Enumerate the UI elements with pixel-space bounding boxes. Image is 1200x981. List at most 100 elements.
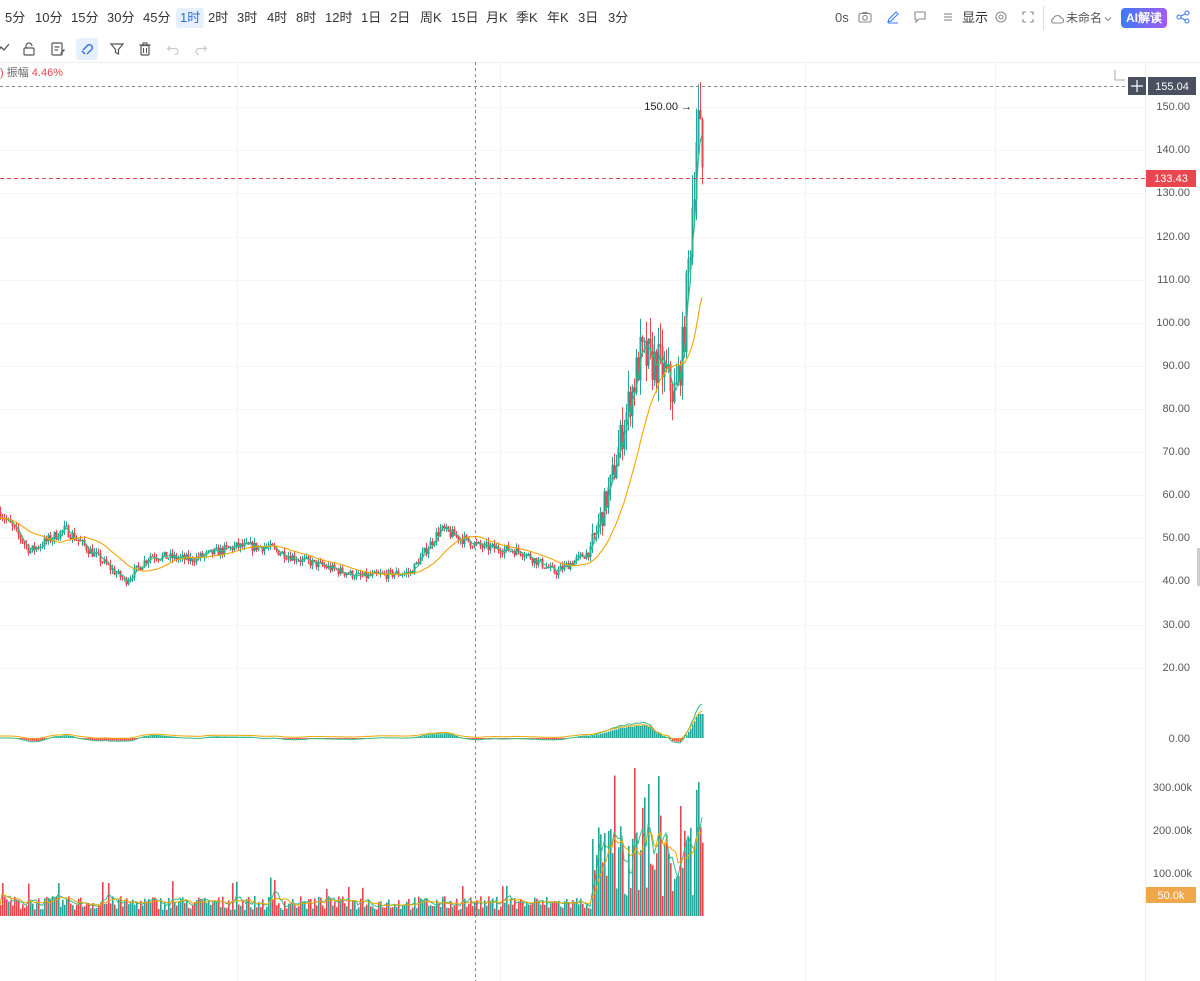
macd-bar [536,738,538,740]
timeframe-45m[interactable]: 45分 [143,10,171,25]
settings-gear-icon[interactable] [994,10,1008,30]
volume-bar [162,909,164,916]
indicator-icon[interactable] [0,38,14,60]
volume-bar [524,906,526,916]
macd-bar [636,725,638,738]
lock-icon[interactable] [18,38,40,60]
candle-body [223,545,226,555]
layout-name[interactable]: 未命名 [1066,11,1103,25]
candle-body [449,531,452,538]
macd-bar [248,737,250,738]
timeframe-quarter[interactable]: 季K [516,10,538,25]
chevron-down-icon[interactable] [1103,10,1113,30]
magnet-icon[interactable] [76,38,98,60]
timeframe-2d[interactable]: 2日 [390,10,411,25]
price-tick: 110.00 [1157,274,1190,286]
fullscreen-icon[interactable] [1021,10,1035,30]
candle-body [697,110,700,143]
timeframe-1h[interactable]: 1时 [176,8,205,28]
candle-body [495,546,498,549]
macd-bar [352,738,354,740]
timeframe-2h[interactable]: 2时 [208,10,229,25]
macd-bar [432,734,434,738]
timeframe-month[interactable]: 月K [486,10,508,25]
macd-bar [212,737,214,738]
timeframe-8h[interactable]: 8时 [296,10,317,25]
macd-bar [124,738,126,741]
candle-body [219,547,222,556]
candle-body [611,464,614,476]
volume-bar [96,907,98,916]
timeframe-1d[interactable]: 1日 [361,10,382,25]
timeframe-5m[interactable]: 5分 [5,10,26,25]
macd-bar [566,738,568,739]
macd-bar [356,738,358,739]
volume-bar [122,906,124,916]
candle-body [509,550,512,552]
volume-bar [44,898,46,916]
candle-body [593,533,596,535]
timeframe-3h[interactable]: 3时 [237,10,258,25]
timeframe-3d[interactable]: 3日 [578,10,599,25]
edit-list-icon[interactable] [47,38,69,60]
candle-body [73,532,76,540]
ai-interpret-button[interactable]: AI解读 [1121,8,1167,28]
candle-body [229,546,232,548]
timeframe-3m[interactable]: 3分 [608,10,629,25]
candle-body [67,525,70,538]
trash-icon[interactable] [134,38,156,60]
timeframe-15m[interactable]: 15分 [71,10,99,25]
macd-bar [434,734,436,738]
timeframe-10m[interactable]: 10分 [35,10,63,25]
candle-body [265,546,268,548]
filter-icon[interactable] [106,38,128,60]
volume-bar [42,909,44,916]
list-icon[interactable] [941,10,955,30]
display-button[interactable]: 显示 [962,10,989,25]
candle-body [295,560,298,562]
candle-body [579,553,582,555]
timeframe-15d[interactable]: 15日 [451,10,479,25]
volume-bar [188,907,190,916]
timeframe-4h[interactable]: 4时 [267,10,288,25]
volume-bar [496,896,498,916]
price-tick: 130.00 [1156,187,1190,199]
candle-body [269,543,272,547]
undo-icon[interactable] [162,38,184,60]
crosshair-plus-box [1128,77,1146,95]
timeframe-12h[interactable]: 12时 [325,10,353,25]
candle-body [595,532,598,535]
candle-body [341,567,344,574]
volume-bar [550,903,552,916]
price-tick: 60.00 [1162,489,1190,501]
volume-bar [338,896,340,916]
redo-icon[interactable] [190,38,212,60]
share-icon[interactable] [1176,10,1190,30]
timeframe-week[interactable]: 周K [420,10,442,25]
timeframe-year[interactable]: 年K [547,10,569,25]
macd-bar [644,725,646,738]
macd-bar [142,737,144,738]
volume-bar [268,897,270,916]
volume-bar [252,909,254,916]
legend-prefix: ) [0,67,4,79]
candle-body [373,571,376,574]
volume-bar [514,898,516,916]
volume-bar [32,903,34,916]
macd-bar [70,736,72,738]
macd-bar [450,734,452,738]
volume-bar [130,903,132,916]
candle-body [545,566,548,569]
macd-bar [472,738,474,740]
timeframe-bar: 5分 10分 15分 30分 45分 1时 2时 3时 4时 8时 12时 1日… [0,0,1200,36]
camera-icon[interactable] [858,10,872,30]
comment-icon[interactable] [913,10,927,30]
pen-icon[interactable] [886,10,900,30]
macd-bar [320,738,322,739]
macd-bar [144,736,146,738]
candle-body [701,119,704,168]
volume-bar [636,832,638,916]
timeframe-30m[interactable]: 30分 [107,10,135,25]
candle-body [69,537,72,540]
